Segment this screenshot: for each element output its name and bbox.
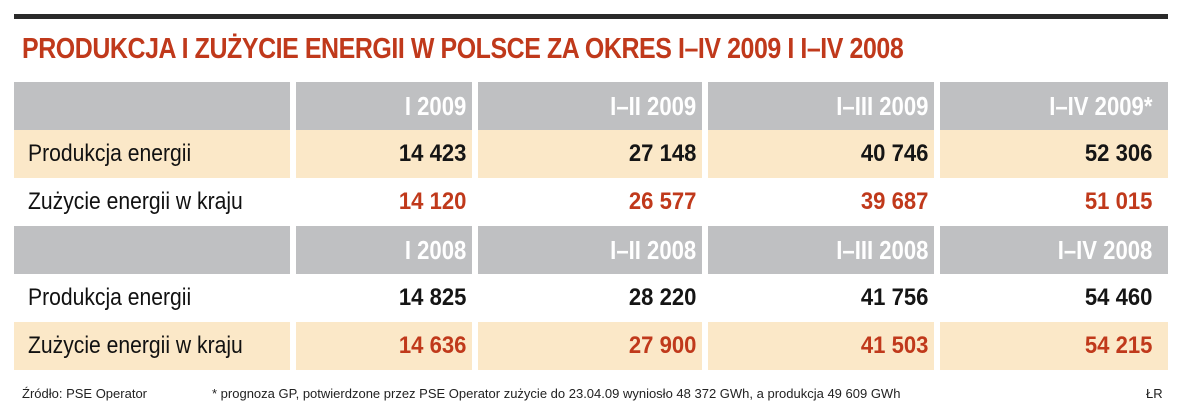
table-cell: 27 900: [472, 322, 702, 370]
table-cell: 41 503: [702, 322, 934, 370]
table-row-production-2008: Produkcja energii 14 825 28 220 41 756 5…: [14, 274, 1168, 322]
table-row-production-2009: Produkcja energii 14 423 27 148 40 746 5…: [14, 130, 1168, 178]
table-cell: 40 746: [702, 130, 934, 178]
table-row-consumption-2009: Zużycie energii w kraju 14 120 26 577 39…: [14, 178, 1168, 226]
header-row-2009: I 2009 I–II 2009 I–III 2009 I–IV 2009*: [14, 82, 1168, 130]
row-label: Produkcja energii: [28, 140, 192, 167]
table-cell: 52 306: [934, 130, 1168, 178]
table-cell: 26 577: [472, 178, 702, 226]
column-header: I–II 2009: [472, 82, 702, 130]
table-cell: 54 460: [934, 274, 1168, 322]
table-cell: 28 220: [472, 274, 702, 322]
table-cell: 39 687: [702, 178, 934, 226]
table-cell: 54 215: [934, 322, 1168, 370]
header-corner: [14, 82, 290, 130]
source-note: Źródło: PSE Operator: [22, 386, 147, 401]
table-cell: 14 825: [290, 274, 472, 322]
row-label: Produkcja energii: [28, 284, 192, 311]
footnote: * prognoza GP, potwierdzone przez PSE Op…: [212, 386, 901, 401]
header-corner: [14, 226, 290, 274]
header-row-2008: I 2008 I–II 2008 I–III 2008 I–IV 2008: [14, 226, 1168, 274]
top-rule: [14, 14, 1168, 19]
table-cell: 14 423: [290, 130, 472, 178]
column-header: I–III 2008: [702, 226, 934, 274]
row-label: Zużycie energii w kraju: [28, 188, 243, 215]
table-cell: 41 756: [702, 274, 934, 322]
table-cell: 14 636: [290, 322, 472, 370]
column-header: I–II 2008: [472, 226, 702, 274]
column-header: I 2009: [290, 82, 472, 130]
column-header: I–IV 2009*: [934, 82, 1168, 130]
column-header: I–III 2009: [702, 82, 934, 130]
table-cell: 51 015: [934, 178, 1168, 226]
energy-table: I 2009 I–II 2009 I–III 2009 I–IV 2009* P…: [14, 82, 1168, 370]
table-cell: 14 120: [290, 178, 472, 226]
column-header: I 2008: [290, 226, 472, 274]
table-cell: 27 148: [472, 130, 702, 178]
author-initials: ŁR: [1146, 386, 1163, 401]
chart-title: PRODUKCJA I ZUŻYCIE ENERGII W POLSCE ZA …: [22, 33, 904, 65]
column-header: I–IV 2008: [934, 226, 1168, 274]
table-row-consumption-2008: Zużycie energii w kraju 14 636 27 900 41…: [14, 322, 1168, 370]
row-label: Zużycie energii w kraju: [28, 332, 243, 359]
